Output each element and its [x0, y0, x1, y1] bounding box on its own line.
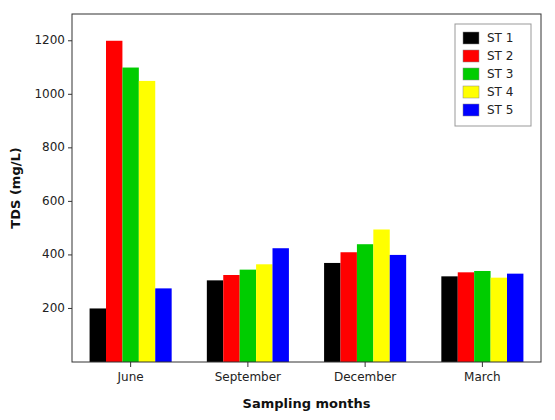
bar — [106, 41, 122, 362]
bar — [207, 280, 223, 362]
legend-swatch — [463, 104, 479, 116]
legend-swatch — [463, 50, 479, 62]
bar — [90, 308, 106, 362]
y-tick-label: 600 — [42, 194, 65, 208]
x-tick-label: December — [334, 370, 396, 384]
chart: 200 400 600 800 1000 1200 June September Decembe… — [0, 0, 555, 420]
y-axis-label: TDS (mg/L) — [8, 147, 23, 228]
bar — [155, 288, 171, 362]
legend-swatch — [463, 86, 479, 98]
bar — [491, 278, 507, 362]
x-tick-label: September — [215, 370, 281, 384]
y-tick-label: 1200 — [34, 33, 65, 47]
legend: ST 1 ST 2 ST 3 ST 4 ST 5 — [455, 24, 531, 126]
y-tick-label: 200 — [42, 301, 65, 315]
y-tick — [68, 40, 72, 41]
y-tick-label: 800 — [42, 140, 65, 154]
x-tick — [482, 362, 483, 367]
legend-label: ST 2 — [487, 49, 513, 63]
bar — [441, 276, 457, 362]
bar — [139, 81, 155, 362]
x-tick — [365, 362, 366, 367]
plot-frame — [72, 14, 541, 362]
x-axis-label: Sampling months — [243, 396, 371, 411]
legend-label: ST 1 — [487, 31, 513, 45]
bar — [240, 270, 256, 362]
bar — [122, 68, 138, 362]
bar — [390, 255, 406, 362]
y-tick-label: 400 — [42, 247, 65, 261]
legend-label: ST 5 — [487, 103, 513, 117]
x-tick-label: March — [464, 370, 501, 384]
x-tick — [247, 362, 248, 367]
y-tick — [68, 308, 72, 309]
y-tick — [68, 147, 72, 148]
bar — [324, 263, 340, 362]
y-tick — [68, 201, 72, 202]
bar — [458, 272, 474, 362]
legend-label: ST 3 — [487, 67, 513, 81]
y-tick — [68, 254, 72, 255]
bar — [272, 248, 288, 362]
legend-label: ST 4 — [487, 85, 513, 99]
bar — [357, 244, 373, 362]
bar — [474, 271, 490, 362]
legend-box — [455, 24, 531, 126]
legend-swatch — [463, 32, 479, 44]
bar — [373, 229, 389, 362]
bar — [507, 274, 523, 362]
x-tick-label: June — [117, 370, 144, 384]
bar — [256, 264, 272, 362]
x-tick — [130, 362, 131, 367]
y-tick — [68, 94, 72, 95]
bar — [223, 275, 239, 362]
y-tick-label: 1000 — [34, 87, 65, 101]
bar — [341, 252, 357, 362]
legend-swatch — [463, 68, 479, 80]
